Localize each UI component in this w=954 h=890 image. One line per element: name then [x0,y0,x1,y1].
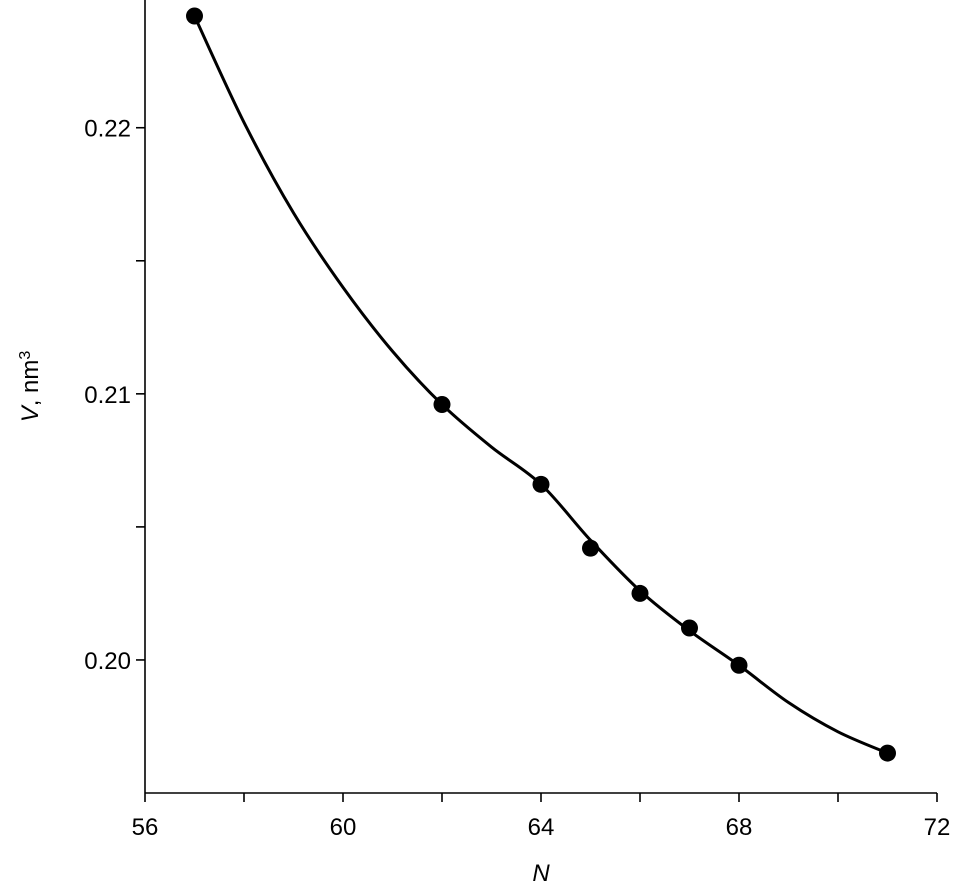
data-point [681,619,698,637]
y-axis-title-variable: V [17,404,44,422]
x-tick-label: 56 [132,814,159,841]
x-tick-label: 64 [528,814,555,841]
x-axis-title: N [532,860,550,887]
x-ticks: 56 60 64 68 72 [132,793,951,841]
y-ticks: 0.20 0.21 0.22 [84,116,145,675]
x-tick-label: 60 [330,814,357,841]
y-tick-label: 0.21 [84,382,131,409]
y-axis-title-superscript: 3 [17,351,34,360]
y-axis-title: V, nm3 [17,351,45,423]
data-point [433,395,451,413]
x-tick-label: 68 [726,814,753,841]
data-point [532,475,550,493]
x-tick-label: 72 [924,814,951,841]
y-tick-label: 0.22 [84,116,131,143]
data-point [879,744,896,762]
data-point [631,584,649,602]
data-point [186,7,203,25]
series-layer [186,7,896,762]
y-axis-title-separator: , [17,393,44,406]
y-tick-label: 0.20 [84,648,131,675]
fit-curve [193,15,889,755]
y-axis-title-unit: nm [17,360,44,393]
axes [144,0,937,794]
data-point [730,656,748,674]
axis-titles: N V, nm3 [17,351,551,887]
data-point [582,539,599,557]
